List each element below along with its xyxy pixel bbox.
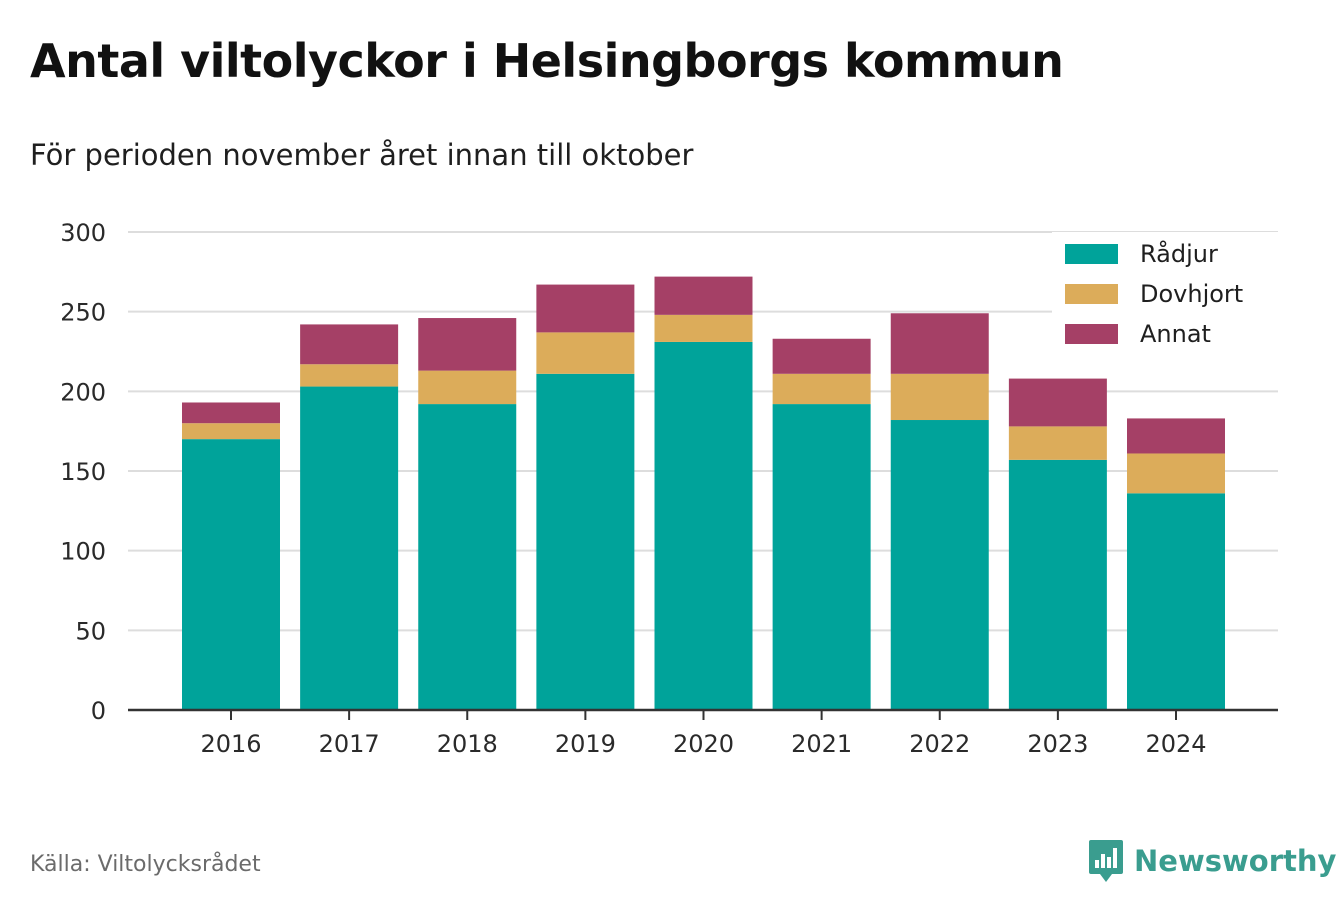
- bar-segment-dovhjort: [772, 373, 871, 405]
- y-tick-label: 300: [60, 219, 106, 247]
- bar-segment-dovhjort: [182, 423, 280, 440]
- legend-swatch: [1065, 244, 1118, 264]
- y-tick-label: 100: [60, 538, 106, 566]
- x-tick-label: 2016: [200, 730, 261, 758]
- bar-segment-annat: [418, 318, 517, 371]
- bar-segment-radjur: [1008, 459, 1107, 710]
- bar-segment-radjur: [418, 404, 517, 710]
- chart-title: Antal viltolyckor i Helsingborgs kommun: [30, 34, 1064, 88]
- bar-segment-dovhjort: [654, 314, 753, 342]
- x-tick-label: 2020: [673, 730, 734, 758]
- y-tick-label: 0: [91, 697, 106, 725]
- bar-segment-radjur: [182, 439, 280, 710]
- legend-label: Annat: [1140, 320, 1211, 348]
- chart-subtitle: För perioden november året innan till ok…: [30, 138, 694, 172]
- bars: [182, 276, 1225, 710]
- legend-swatch: [1065, 284, 1118, 304]
- bar-segment-annat: [890, 313, 989, 374]
- x-axis-ticks: 2016 2017 2018 2019 2020 2021 2022 2023 2024: [200, 710, 1207, 758]
- bar-segment-dovhjort: [1008, 426, 1107, 460]
- y-tick-label: 150: [60, 458, 106, 486]
- bar-segment-dovhjort: [300, 364, 399, 387]
- bar-segment-annat: [772, 338, 871, 374]
- y-tick-label: 250: [60, 299, 106, 327]
- bar-segment-radjur: [1127, 493, 1225, 710]
- bar-segment-annat: [654, 276, 753, 315]
- legend-swatch: [1065, 324, 1118, 344]
- bar-segment-radjur: [536, 373, 635, 710]
- newsworthy-logo-icon: [1089, 840, 1123, 882]
- x-tick-label: 2019: [555, 730, 616, 758]
- x-tick-label: 2018: [437, 730, 498, 758]
- bar-segment-radjur: [654, 341, 753, 710]
- x-tick-label: 2023: [1027, 730, 1088, 758]
- x-tick-label: 2022: [909, 730, 970, 758]
- legend-label: Rådjur: [1140, 239, 1218, 268]
- x-tick-label: 2017: [319, 730, 380, 758]
- x-tick-label: 2021: [791, 730, 852, 758]
- bar-segment-annat: [300, 324, 399, 365]
- bar-segment-radjur: [772, 404, 871, 710]
- bar-segment-dovhjort: [1127, 453, 1225, 494]
- legend: Rådjur Dovhjort Annat: [1052, 232, 1278, 356]
- legend-label: Dovhjort: [1140, 280, 1243, 308]
- bar-segment-annat: [536, 284, 635, 333]
- bar-segment-radjur: [890, 420, 989, 710]
- source-note: Källa: Viltolycksrådet: [30, 852, 261, 877]
- bar-segment-annat: [1127, 418, 1225, 454]
- y-axis-ticks: 0 50 100 150 200 250 300: [60, 219, 106, 725]
- x-tick-label: 2024: [1145, 730, 1206, 758]
- bar-segment-dovhjort: [536, 332, 635, 374]
- bar-segment-annat: [1008, 378, 1107, 427]
- bar-segment-annat: [182, 402, 280, 424]
- brand-name: Newsworthy: [1134, 844, 1337, 878]
- brand-logo: Newsworthy: [1088, 838, 1336, 884]
- bar-segment-dovhjort: [890, 373, 989, 421]
- y-tick-label: 200: [60, 378, 106, 406]
- bar-segment-radjur: [300, 386, 399, 710]
- y-tick-label: 50: [75, 617, 106, 645]
- bar-segment-dovhjort: [418, 370, 517, 405]
